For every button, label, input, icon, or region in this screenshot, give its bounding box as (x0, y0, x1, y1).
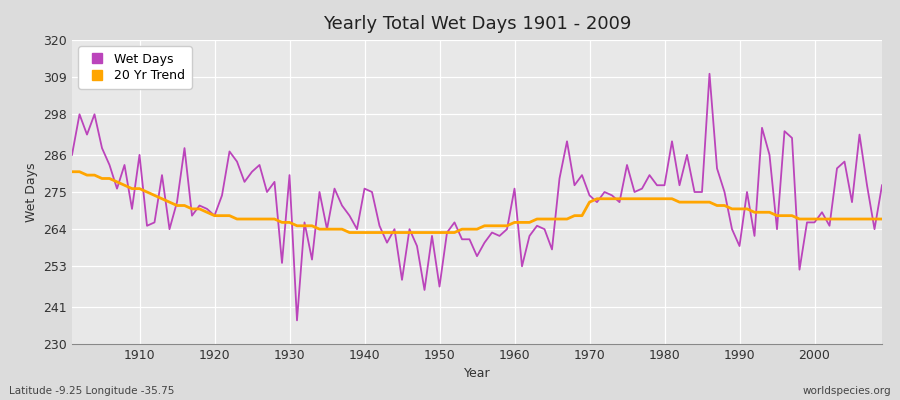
X-axis label: Year: Year (464, 368, 490, 380)
Text: Latitude -9.25 Longitude -35.75: Latitude -9.25 Longitude -35.75 (9, 386, 175, 396)
Title: Yearly Total Wet Days 1901 - 2009: Yearly Total Wet Days 1901 - 2009 (323, 15, 631, 33)
Text: worldspecies.org: worldspecies.org (803, 386, 891, 396)
Legend: Wet Days, 20 Yr Trend: Wet Days, 20 Yr Trend (78, 46, 192, 88)
Y-axis label: Wet Days: Wet Days (24, 162, 38, 222)
